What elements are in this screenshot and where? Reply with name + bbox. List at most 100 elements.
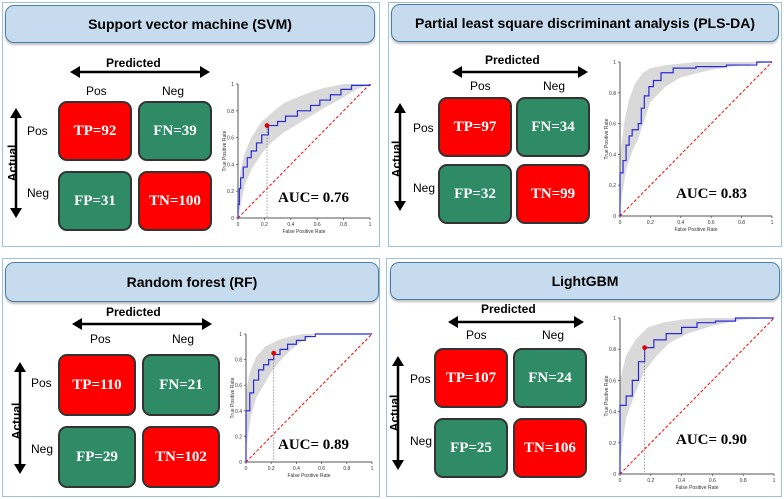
panel-title-rf: Random forest (RF) xyxy=(5,262,379,302)
fn-cell: FN=39 xyxy=(138,101,212,161)
y-tick-label: 0.4 xyxy=(609,152,616,158)
predicted-arrow xyxy=(70,66,210,78)
actual-arrow xyxy=(392,356,404,470)
x-tick-label: 1 xyxy=(369,222,372,228)
row-label-pos: Pos xyxy=(413,121,434,135)
row-label-neg: Neg xyxy=(413,181,436,195)
chance-line xyxy=(619,61,773,217)
x-tick-label: 0.4 xyxy=(678,478,685,484)
y-tick-label: 0.6 xyxy=(235,383,242,389)
y-tick-label: 1 xyxy=(613,60,616,66)
y-axis-label: True Positive Rate xyxy=(604,118,610,159)
y-tick-label: 0.4 xyxy=(609,410,616,416)
auc-label: AUC= 0.83 xyxy=(676,186,748,202)
predicted-label: Predicted xyxy=(106,305,161,319)
roc-curve xyxy=(619,61,772,216)
col-label-pos: Pos xyxy=(90,332,111,346)
row-label-neg: Neg xyxy=(410,434,433,448)
tn-cell: TN=100 xyxy=(138,171,212,231)
x-tick-label: 1 xyxy=(773,478,776,484)
x-tick-label: 0 xyxy=(619,478,622,484)
y-tick-label: 0.6 xyxy=(609,122,616,128)
row-label-neg: Neg xyxy=(31,442,54,456)
x-tick-label: 0.2 xyxy=(647,220,654,226)
row-label-pos: Pos xyxy=(410,372,431,386)
tp-cell: TP=97 xyxy=(438,97,512,157)
fn-cell: FN=21 xyxy=(142,354,220,416)
y-tick-label: 0.6 xyxy=(227,136,234,142)
x-tick-label: 0.2 xyxy=(647,478,654,484)
confidence-band xyxy=(246,334,372,450)
x-tick-label: 0.8 xyxy=(343,466,350,472)
x-tick-label: 0.8 xyxy=(340,222,347,228)
y-tick-label: 0.4 xyxy=(227,162,234,168)
chance-line xyxy=(619,317,775,475)
y-tick-label: 0.8 xyxy=(609,91,616,97)
actual-arrow xyxy=(394,103,406,211)
fp-cell: FP=29 xyxy=(58,426,136,488)
col-label-pos: Pos xyxy=(466,328,487,342)
fn-cell: FN=24 xyxy=(513,348,587,408)
operating-point xyxy=(642,345,648,351)
x-tick-label: 0.6 xyxy=(708,220,715,226)
y-tick-label: 0 xyxy=(613,214,616,220)
roc-curve xyxy=(237,84,371,218)
y-tick-label: 0.8 xyxy=(227,109,234,115)
col-label-pos: Pos xyxy=(470,79,491,93)
x-tick-label: 0.8 xyxy=(740,478,747,484)
actual-label: Actual xyxy=(389,140,404,178)
roc-chart-plsda: 0 0.2 0.4 0.6 0.8 1 0 0.2 0.4 0.6 0.8 1 False Positi… xyxy=(604,60,774,233)
roc-chart-lightgbm: 0 0.2 0.4 0.6 0.8 1 0 0.2 0.4 0.6 0.8 1 False Positi… xyxy=(604,316,776,491)
row-label-neg: Neg xyxy=(27,186,50,200)
x-tick-label: 0.4 xyxy=(293,466,300,472)
y-tick-label: 0.6 xyxy=(609,378,616,384)
row-label-pos: Pos xyxy=(31,376,52,390)
y-tick-label: 0 xyxy=(239,460,242,466)
x-tick-label: 0 xyxy=(245,466,248,472)
tp-cell: TP=110 xyxy=(58,354,136,416)
y-tick-label: 0.8 xyxy=(609,347,616,353)
tn-cell: TN=99 xyxy=(516,164,590,224)
predicted-label: Predicted xyxy=(481,302,536,316)
x-tick-label: 0.6 xyxy=(314,222,321,228)
y-tick-label: 0 xyxy=(231,216,234,222)
y-tick-label: 0.2 xyxy=(235,434,242,440)
x-axis-label: False Positive Rate xyxy=(674,227,717,233)
x-axis-label: False Positive Rate xyxy=(675,485,718,491)
x-axis-label: False Positive Rate xyxy=(282,229,325,235)
x-tick-label: 0.4 xyxy=(287,222,294,228)
y-tick-label: 0.2 xyxy=(609,183,616,189)
tp-cell: TP=92 xyxy=(58,101,132,161)
x-tick-label: 1 xyxy=(371,466,374,472)
x-tick-label: 0 xyxy=(619,220,622,226)
actual-label: Actual xyxy=(5,144,20,182)
tn-cell: TN=102 xyxy=(142,426,220,488)
x-tick-label: 0.6 xyxy=(709,478,716,484)
actual-arrow xyxy=(10,108,22,218)
y-tick-label: 0 xyxy=(613,472,616,478)
actual-label: Actual xyxy=(9,402,24,440)
col-label-pos: Pos xyxy=(86,84,107,98)
auc-label: AUC= 0.90 xyxy=(676,432,748,448)
operating-point xyxy=(271,350,277,356)
y-tick-label: 0.2 xyxy=(609,441,616,447)
col-label-neg: Neg xyxy=(542,328,565,342)
x-tick-label: 0.6 xyxy=(318,466,325,472)
fp-cell: FP=32 xyxy=(438,164,512,224)
tn-cell: TN=106 xyxy=(513,418,587,478)
operating-point xyxy=(264,123,270,128)
panel-title-lightgbm: LightGBM xyxy=(390,262,780,300)
predicted-arrow xyxy=(452,66,588,78)
x-tick-label: 0.8 xyxy=(738,220,745,226)
x-tick-label: 0.4 xyxy=(677,220,684,226)
auc-label: AUC= 0.76 xyxy=(278,190,350,206)
predicted-arrow xyxy=(72,318,212,330)
y-tick-label: 0.2 xyxy=(227,189,234,195)
x-tick-label: 1 xyxy=(771,220,774,226)
actual-arrow xyxy=(14,362,26,474)
predicted-label: Predicted xyxy=(106,56,161,70)
y-tick-label: 1 xyxy=(239,332,242,338)
tp-cell: TP=107 xyxy=(434,348,508,408)
y-axis-label: True Positive Rate xyxy=(222,130,228,171)
x-tick-label: 0.2 xyxy=(268,466,275,472)
